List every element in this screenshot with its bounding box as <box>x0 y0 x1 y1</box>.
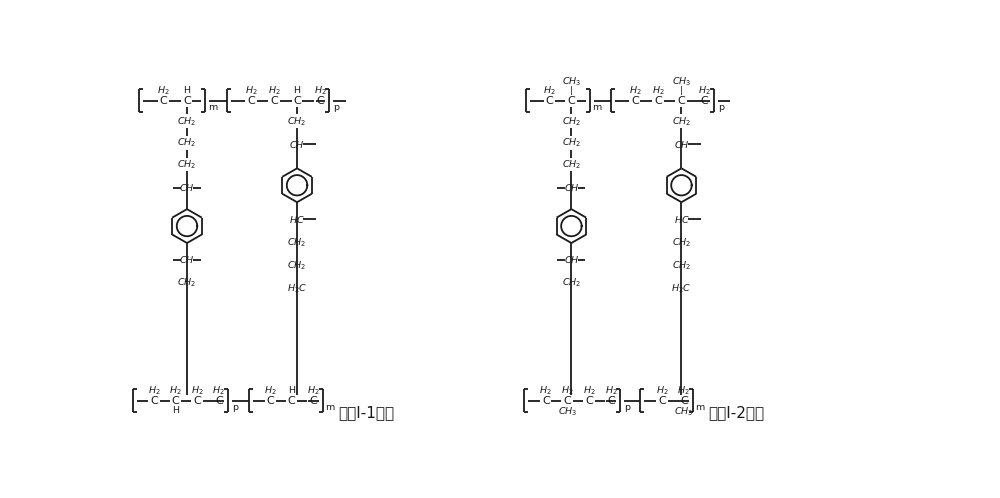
Text: C: C <box>607 396 615 406</box>
Text: 式（I-1）；: 式（I-1）； <box>338 405 394 420</box>
Text: $CH_2$: $CH_2$ <box>177 158 197 171</box>
Text: $CH_2$: $CH_2$ <box>177 277 197 289</box>
Text: C: C <box>654 96 662 106</box>
Text: C: C <box>542 396 550 406</box>
Text: C: C <box>680 396 688 406</box>
Text: $H_2$: $H_2$ <box>583 384 596 397</box>
Text: $H_2$: $H_2$ <box>605 384 617 397</box>
Text: $H_2$: $H_2$ <box>169 384 182 397</box>
Text: $H_2$: $H_2$ <box>264 384 277 397</box>
Text: $CH_3$: $CH_3$ <box>558 405 577 418</box>
Text: C: C <box>160 96 168 106</box>
Text: $H_2$: $H_2$ <box>245 84 258 97</box>
Text: p: p <box>232 403 238 412</box>
Text: H: H <box>184 86 190 95</box>
Text: $CH_3$: $CH_3$ <box>562 76 581 88</box>
Text: $CH_3$: $CH_3$ <box>672 76 691 88</box>
Text: C: C <box>658 396 666 406</box>
Text: $CH$: $CH$ <box>674 139 689 150</box>
Text: C: C <box>151 396 158 406</box>
Text: p: p <box>624 403 630 412</box>
Text: $CH$: $CH$ <box>179 254 195 265</box>
Text: C: C <box>701 96 709 106</box>
Text: $H_2$: $H_2$ <box>539 384 552 397</box>
Text: $CH_2$: $CH_2$ <box>562 158 581 171</box>
Text: |: | <box>680 86 683 95</box>
Text: C: C <box>247 96 255 106</box>
Text: $CH_2$: $CH_2$ <box>562 136 581 149</box>
Text: C: C <box>193 396 201 406</box>
Text: C: C <box>631 96 639 106</box>
Text: $H_2$: $H_2$ <box>629 84 641 97</box>
Text: C: C <box>183 96 191 106</box>
Text: $CH_2$: $CH_2$ <box>672 236 691 249</box>
Text: 式（I-2）；: 式（I-2）； <box>709 405 765 420</box>
Text: $H_2$: $H_2$ <box>148 384 161 397</box>
Text: C: C <box>316 96 324 106</box>
Text: $H_2$: $H_2$ <box>314 84 327 97</box>
Text: C: C <box>678 96 685 106</box>
Text: $CH_2$: $CH_2$ <box>562 115 581 127</box>
Text: $H_2$: $H_2$ <box>191 384 203 397</box>
Text: m: m <box>208 103 217 112</box>
Text: $HC$: $HC$ <box>674 214 689 225</box>
Text: $CH$: $CH$ <box>179 182 195 193</box>
Text: C: C <box>568 96 575 106</box>
Text: $CH_2$: $CH_2$ <box>672 259 691 271</box>
Text: C: C <box>309 396 317 406</box>
Text: $H_2$: $H_2$ <box>698 84 711 97</box>
Text: $H_2$: $H_2$ <box>656 384 668 397</box>
Text: $H_2$: $H_2$ <box>543 84 556 97</box>
Text: $H_2$: $H_2$ <box>157 84 170 97</box>
Text: $CH$: $CH$ <box>564 254 579 265</box>
Text: m: m <box>592 103 602 112</box>
Text: $CH_2$: $CH_2$ <box>287 236 307 249</box>
Text: $CH_2$: $CH_2$ <box>672 115 691 127</box>
Text: $CH_2$: $CH_2$ <box>287 259 307 271</box>
Text: $CH_2$: $CH_2$ <box>562 277 581 289</box>
Text: C: C <box>293 96 301 106</box>
Text: $HC$: $HC$ <box>289 214 305 225</box>
Text: $H_2C$: $H_2C$ <box>287 282 307 295</box>
Text: m: m <box>325 403 334 412</box>
Text: C: C <box>215 396 223 406</box>
Text: $H_2$: $H_2$ <box>677 384 690 397</box>
Text: C: C <box>271 96 278 106</box>
Text: $CH$: $CH$ <box>289 139 305 150</box>
Text: C: C <box>267 396 275 406</box>
Text: H: H <box>294 86 301 95</box>
Text: H: H <box>172 406 179 415</box>
Text: $H_2$: $H_2$ <box>561 384 574 397</box>
Text: $H_2$: $H_2$ <box>307 384 320 397</box>
Text: $CH_3$: $CH_3$ <box>674 405 693 418</box>
Text: $H_2$: $H_2$ <box>212 384 225 397</box>
Text: $CH_2$: $CH_2$ <box>177 115 197 127</box>
Text: $CH_2$: $CH_2$ <box>287 115 307 127</box>
Text: |: | <box>570 86 573 95</box>
Text: $CH$: $CH$ <box>564 182 579 193</box>
Text: C: C <box>585 396 593 406</box>
Text: p: p <box>718 103 724 112</box>
Text: $CH_2$: $CH_2$ <box>177 136 197 149</box>
Text: C: C <box>564 396 571 406</box>
Text: C: C <box>172 396 179 406</box>
Text: H: H <box>288 386 295 395</box>
Text: $H_2$: $H_2$ <box>268 84 281 97</box>
Text: C: C <box>546 96 554 106</box>
Text: m: m <box>695 403 705 412</box>
Text: $H_2C$: $H_2C$ <box>671 282 692 295</box>
Text: $H_2$: $H_2$ <box>652 84 665 97</box>
Text: p: p <box>333 103 339 112</box>
Text: C: C <box>288 396 296 406</box>
